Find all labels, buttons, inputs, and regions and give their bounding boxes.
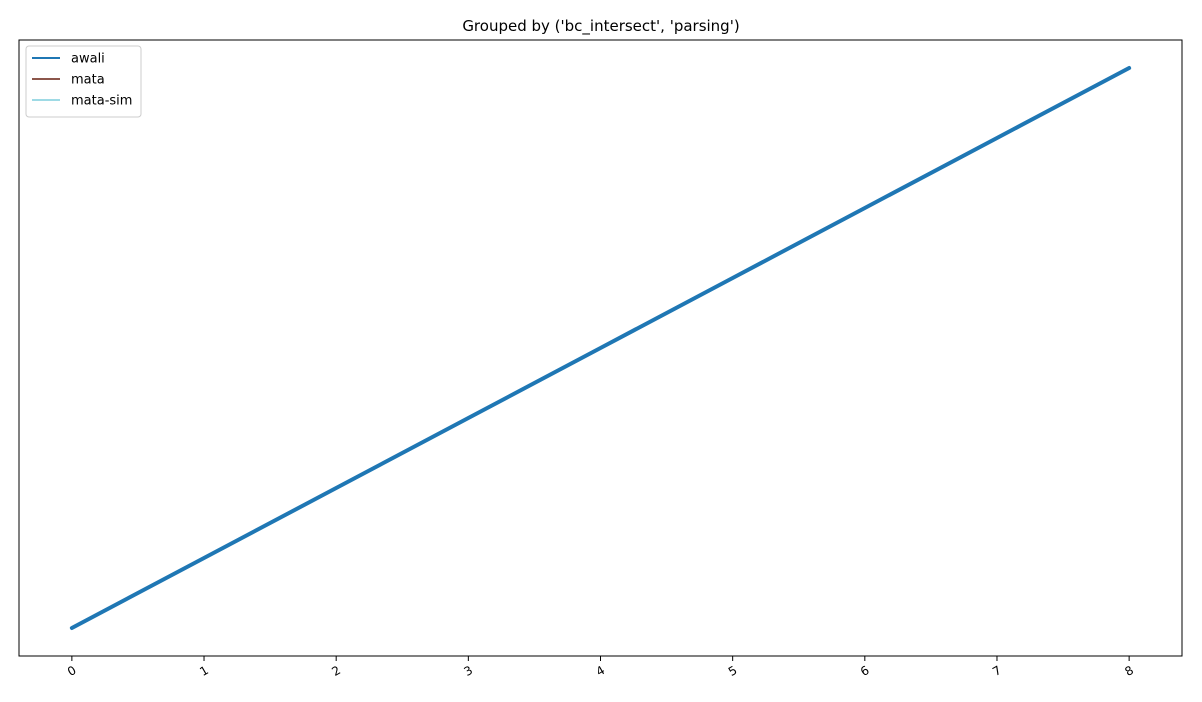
legend-label-mata-sim: mata-sim	[71, 94, 132, 109]
legend-label-mata: mata	[71, 73, 105, 88]
chart-title: Grouped by ('bc_intersect', 'parsing')	[462, 17, 739, 36]
legend: awali mata mata-sim	[25, 45, 142, 118]
legend-label-awali: awali	[71, 52, 105, 67]
series-line-awali	[69, 66, 1132, 630]
